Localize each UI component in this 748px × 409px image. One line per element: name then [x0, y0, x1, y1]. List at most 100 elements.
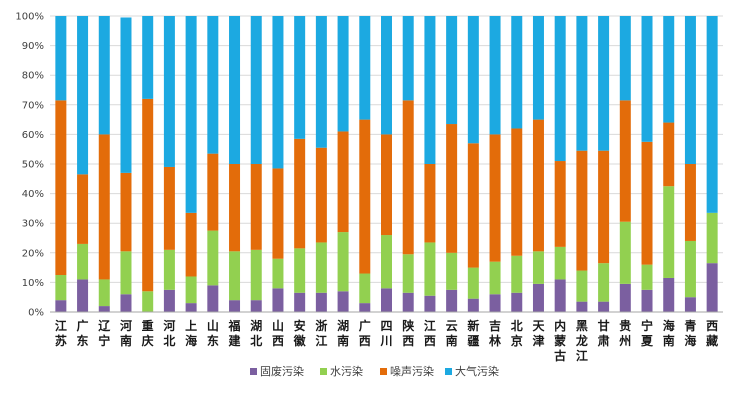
bar-segment	[424, 295, 436, 312]
bar-segment	[489, 261, 501, 295]
bar-segment	[142, 98, 154, 292]
bar-segment	[706, 212, 718, 264]
x-tick-label: 黑龙江	[576, 319, 588, 363]
bar-segment	[532, 16, 544, 120]
bar-segment	[142, 291, 154, 312]
bar-segment	[511, 292, 523, 312]
bar-segment	[381, 235, 392, 289]
bar-segment	[446, 289, 458, 312]
y-tick-label: 50%	[22, 160, 44, 171]
bar-segment	[315, 147, 327, 243]
bar-segment	[315, 292, 327, 312]
x-tick-label: 浙江	[315, 318, 327, 348]
x-tick-label: 江苏	[55, 318, 67, 348]
bar-segment	[98, 16, 110, 135]
x-tick-label: 宁夏	[641, 318, 654, 348]
bar-segment	[98, 306, 110, 312]
bar-segment	[120, 172, 132, 252]
bar-segment	[77, 243, 89, 280]
bar-segment	[663, 16, 675, 123]
bar-segment	[77, 174, 89, 244]
bar-segment	[250, 300, 262, 312]
x-tick-label: 四川	[379, 319, 392, 348]
bar-segment	[185, 212, 197, 277]
bar-segment	[532, 251, 544, 284]
bar-segment	[576, 301, 588, 312]
bar-segment	[511, 16, 523, 129]
y-tick-label: 30%	[22, 219, 44, 230]
bar-segment	[337, 16, 349, 132]
bar-segment	[402, 100, 414, 255]
bar-segment	[424, 16, 436, 164]
bar-segment	[706, 263, 718, 312]
bar-segment	[77, 16, 89, 175]
bar-segment	[619, 100, 631, 222]
bar-segment	[467, 298, 479, 312]
bar-segment	[337, 232, 349, 292]
x-tick-label: 湖南	[337, 318, 349, 348]
legend-label: 噪声污染	[390, 364, 434, 378]
y-tick-label: 0%	[28, 308, 44, 319]
y-tick-label: 60%	[22, 130, 44, 141]
bar-segment	[402, 292, 414, 312]
bar-segment	[185, 16, 197, 213]
bar-segment	[511, 128, 523, 256]
x-tick-label: 青海	[684, 318, 696, 348]
bar-segment	[272, 16, 284, 169]
bar-segment	[576, 150, 588, 271]
bar-segment	[163, 166, 175, 250]
bar-segment	[489, 294, 501, 312]
bar-segment	[163, 289, 175, 312]
bar-segment	[250, 16, 262, 164]
x-tick-label: 上海	[185, 318, 197, 348]
bar-segment	[381, 288, 392, 312]
bar-segment	[55, 100, 67, 275]
bar-segment	[229, 300, 241, 312]
bar-segment	[272, 258, 284, 289]
bar-segment	[229, 16, 241, 164]
legend-swatch	[250, 368, 257, 375]
bar-segment	[163, 16, 175, 167]
bar-segment	[489, 16, 501, 135]
bar-segment	[98, 134, 110, 280]
y-tick-label: 80%	[22, 71, 44, 82]
bar-segment	[359, 16, 371, 120]
bar-segment	[250, 249, 262, 301]
bar-segment	[532, 283, 544, 312]
bar-segment	[337, 291, 349, 312]
bar-segment	[424, 164, 436, 243]
legend-label: 水污染	[330, 364, 363, 378]
x-tick-label: 河南	[119, 318, 132, 348]
bar-segment	[554, 246, 566, 280]
x-tick-label: 陕西	[402, 318, 414, 348]
bar-segment	[185, 276, 197, 304]
y-tick-label: 90%	[22, 41, 44, 52]
bar-segment	[381, 134, 392, 236]
bar-segment	[77, 279, 89, 312]
bar-segment	[250, 164, 262, 250]
legend-label: 固废污染	[260, 364, 304, 378]
bar-segment	[446, 124, 458, 253]
x-tick-label: 辽宁	[98, 319, 111, 348]
bar-segment	[684, 16, 696, 164]
y-tick-label: 70%	[22, 100, 44, 111]
bar-segment	[272, 288, 284, 312]
x-tick-label: 福建	[228, 318, 242, 348]
bar-segment	[272, 168, 284, 259]
x-tick-label: 内蒙古	[554, 318, 566, 363]
x-tick-label: 山东	[207, 318, 219, 348]
bar-segment	[229, 251, 241, 301]
bar-segment	[706, 16, 718, 213]
x-tick-label: 湖北	[250, 318, 262, 348]
x-tick-label: 广东	[77, 318, 89, 348]
x-tick-label: 吉林	[489, 318, 501, 348]
bar-segment	[554, 161, 566, 247]
bar-segment	[511, 255, 523, 293]
x-tick-label: 河北	[162, 318, 175, 348]
bar-segment	[163, 249, 175, 290]
x-tick-label: 云南	[446, 319, 458, 348]
bar-segment	[641, 141, 653, 265]
bar-segment	[120, 294, 132, 312]
